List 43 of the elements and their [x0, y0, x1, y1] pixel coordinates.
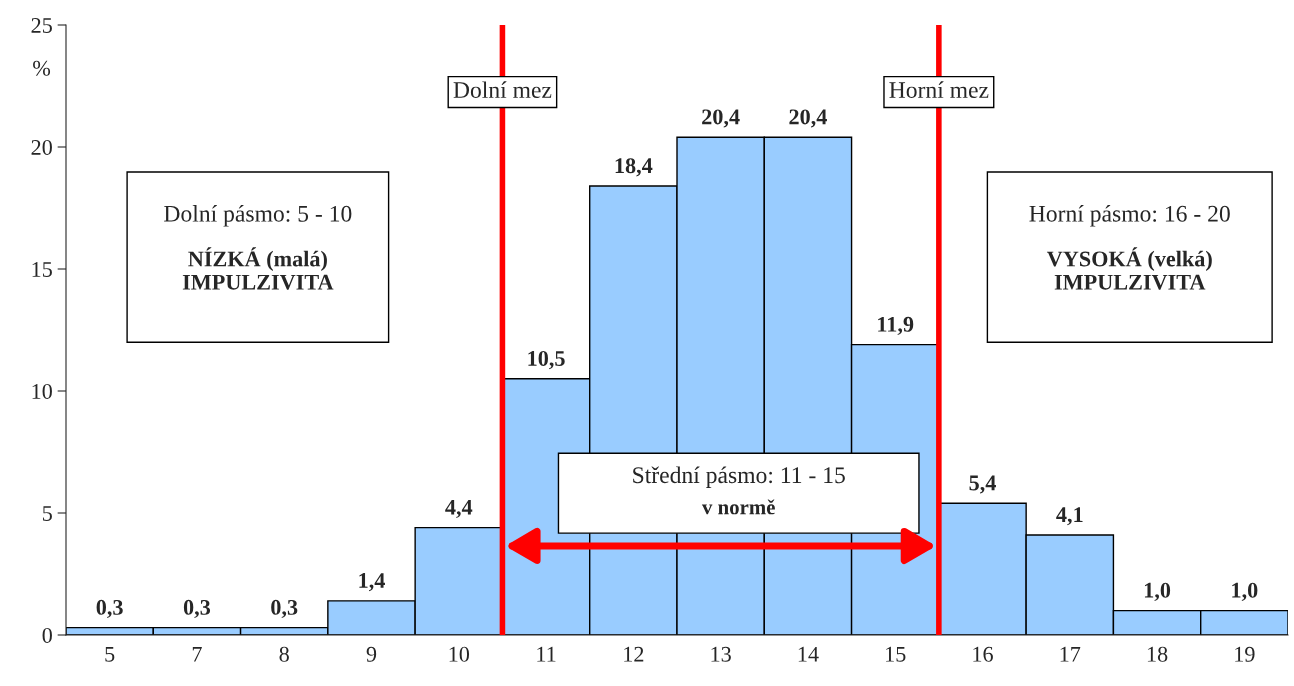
y-tick-label: 20	[31, 139, 52, 155]
y-tick-label: 5	[42, 506, 52, 521]
data-label: 0,3	[96, 599, 123, 619]
x-tick-label: 16	[973, 646, 993, 662]
annotation: VYSOKÁ (velká) IMPULZIVITA	[1046, 247, 1212, 290]
y-axis-title: %	[33, 60, 51, 76]
x-tick-label: 13	[711, 646, 731, 662]
data-label: 1,0	[1232, 582, 1258, 601]
x-tick-label: 15	[886, 646, 906, 662]
data-label: 0,3	[183, 599, 211, 619]
data-label: 4,4	[445, 499, 473, 519]
data-label: 5,4	[969, 475, 996, 494]
x-tick-label: 14	[798, 646, 819, 662]
x-tick-label: 17	[1060, 646, 1081, 662]
x-tick-label: 7	[192, 646, 202, 662]
annotation: Dolní pásmo: 5 - 10	[164, 205, 352, 227]
annotation: Dolní mez	[453, 81, 552, 99]
y-tick-label: 15	[32, 262, 52, 277]
data-label: 10,5	[528, 350, 565, 370]
annotation: v normě	[701, 499, 775, 515]
y-tick-label: 0	[42, 627, 52, 643]
data-label: 20,4	[702, 109, 740, 128]
x-tick-label: 11	[537, 646, 556, 662]
x-tick-label: 19	[1235, 646, 1255, 662]
annotation: NÍZKÁ (malá) IMPULZIVITA	[182, 247, 334, 290]
y-tick-label: 25	[31, 17, 52, 33]
x-tick-label: 12	[624, 646, 644, 662]
data-label: 1,0	[1144, 582, 1171, 601]
annotation: Horní pásmo: 16 - 20	[1029, 205, 1230, 227]
data-label: 20,4	[789, 109, 827, 128]
x-tick-label: 8	[279, 646, 289, 662]
x-tick-label: 18	[1147, 646, 1168, 662]
y-tick-label: 10	[32, 383, 52, 399]
annotation: Horní mez	[889, 81, 989, 99]
data-label: 1,4	[359, 573, 385, 592]
x-tick-label: 9	[366, 646, 377, 662]
data-label: 0,3	[271, 599, 298, 619]
x-tick-label: 10	[449, 646, 470, 662]
annotation: Střední pásmo: 11 - 15	[633, 466, 845, 488]
x-tick-label: 5	[105, 646, 115, 662]
data-label: 4,1	[1056, 507, 1083, 526]
data-label: 11,9	[878, 316, 914, 336]
data-label: 18,4	[615, 158, 653, 177]
